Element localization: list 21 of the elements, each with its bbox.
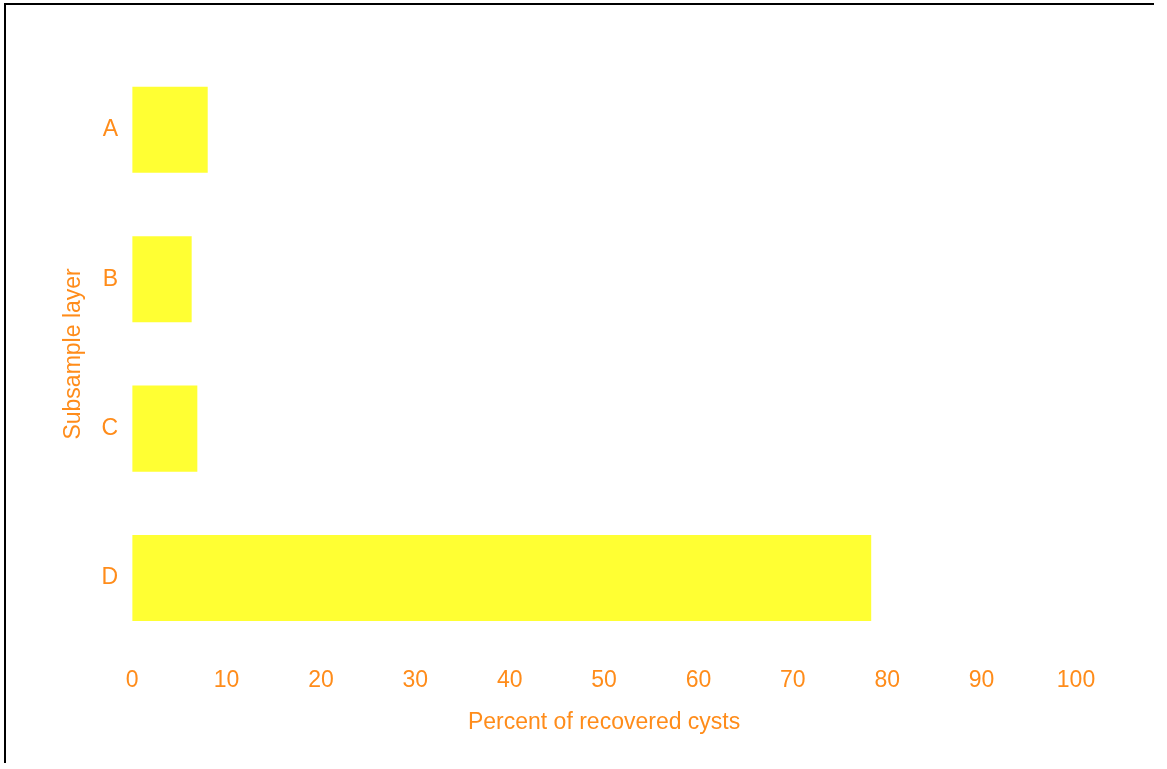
bar (132, 535, 872, 622)
y-tick-label: D (101, 563, 119, 590)
x-tick-label: 0 (125, 665, 139, 692)
x-tick-label: 40 (496, 665, 523, 692)
x-tick-label: 70 (780, 665, 806, 692)
x-tick-label: 80 (874, 665, 901, 692)
x-tick-label: 50 (591, 665, 617, 692)
x-tick-label: 60 (685, 665, 712, 692)
y-axis-title: Subsample layer (59, 267, 86, 440)
x-tick-label: 20 (308, 665, 334, 692)
y-tick-label: B (102, 264, 119, 291)
bar (132, 385, 198, 472)
x-tick-label: 90 (968, 665, 995, 692)
bar (132, 236, 192, 323)
x-tick-label: 30 (402, 665, 429, 692)
y-tick-label: A (102, 115, 119, 142)
x-tick-label: 10 (213, 665, 240, 692)
x-axis-title: Percent of recovered cysts (467, 707, 741, 734)
bar (132, 86, 208, 173)
y-tick-label: C (101, 413, 119, 440)
x-tick-label: 100 (1056, 665, 1096, 692)
